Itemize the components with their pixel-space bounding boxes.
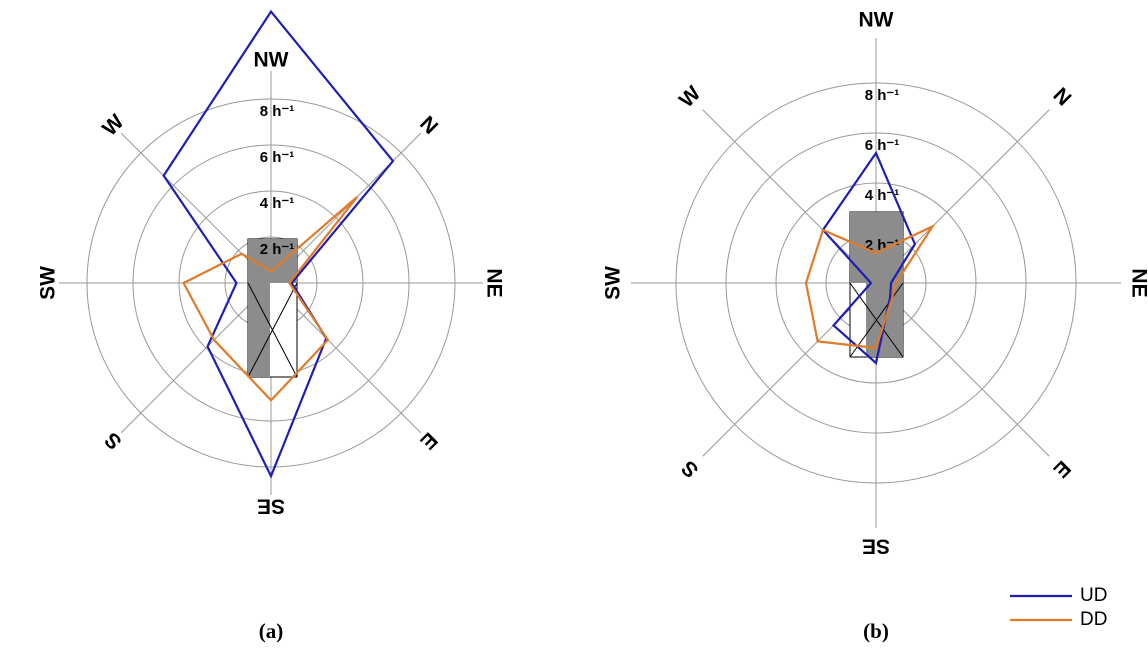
r-tick-label: 4 h⁻¹	[260, 195, 295, 212]
axis-line	[120, 132, 272, 284]
r-tick-label: 2 h⁻¹	[865, 237, 900, 254]
axis-line	[120, 282, 272, 434]
series-line	[804, 223, 936, 350]
series-line	[182, 195, 359, 402]
r-tick-label: 6 h⁻¹	[260, 149, 295, 166]
axis-line	[702, 109, 877, 284]
series-line	[162, 9, 395, 479]
axis-line	[702, 282, 877, 457]
direction-label: NW	[254, 49, 289, 72]
axis-line	[875, 109, 1050, 284]
direction-label: W	[675, 82, 705, 112]
direction-label: SE	[862, 534, 890, 557]
r-tick-label: 8 h⁻¹	[260, 103, 295, 120]
legend-label: DD	[1080, 609, 1107, 630]
series-line	[821, 150, 917, 366]
r-tick-label: 2 h⁻¹	[260, 241, 295, 258]
center-box-a	[247, 238, 298, 378]
r-tick-label: 8 h⁻¹	[865, 87, 900, 104]
direction-label: NE	[1127, 268, 1148, 297]
subplot-label: (a)	[259, 619, 284, 643]
direction-label: N	[1048, 84, 1075, 111]
direction-label: E	[1049, 456, 1075, 482]
r-tick-label: 4 h⁻¹	[865, 187, 900, 204]
direction-label: SE	[257, 494, 285, 517]
r-tick-label: 6 h⁻¹	[865, 137, 900, 154]
legend-label: UD	[1080, 585, 1107, 606]
direction-label: S	[677, 456, 703, 482]
axis-line	[875, 282, 1050, 457]
subplot-label: (b)	[863, 619, 889, 643]
direction-label: NW	[859, 9, 894, 32]
direction-label: SW	[602, 266, 625, 300]
direction-label: NE	[482, 268, 505, 297]
direction-label: SW	[37, 266, 60, 300]
